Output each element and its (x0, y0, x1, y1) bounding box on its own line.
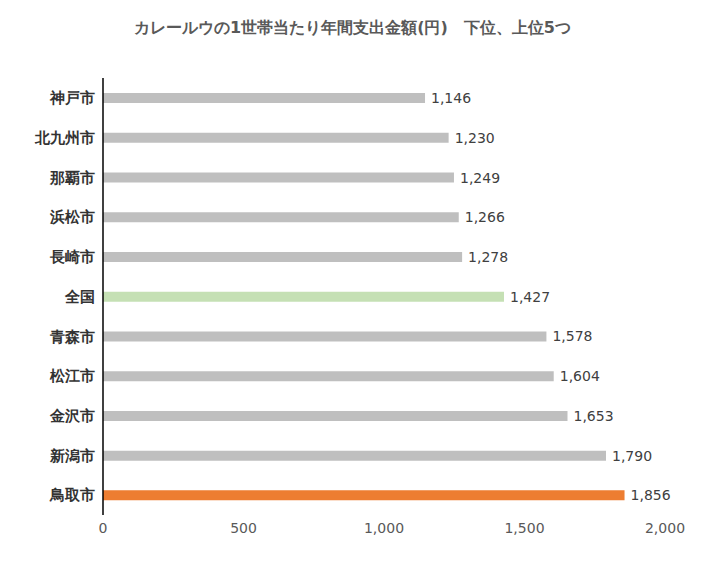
svg-text:1,278: 1,278 (468, 249, 508, 265)
svg-text:500: 500 (230, 520, 257, 536)
svg-text:1,653: 1,653 (573, 408, 613, 424)
svg-text:金沢市: 金沢市 (49, 407, 95, 425)
svg-text:1,427: 1,427 (510, 289, 550, 305)
html-text:カレールウの1世帯当たり年間支出金額(円) 下位、上位5つ: カレールウの1世帯当たり年間支出金額(円) 下位、上位5つ (134, 18, 571, 37)
svg-text:新潟市: 新潟市 (49, 447, 95, 465)
svg-text:長崎市: 長崎市 (49, 248, 95, 266)
svg-text:1,500: 1,500 (504, 520, 544, 536)
svg-text:1,146: 1,146 (431, 90, 471, 106)
svg-text:1,249: 1,249 (460, 170, 500, 186)
svg-text:1,790: 1,790 (612, 448, 652, 464)
svg-text:1,578: 1,578 (552, 328, 592, 344)
svg-text:2,000: 2,000 (645, 520, 685, 536)
svg-text:1,230: 1,230 (455, 130, 495, 146)
svg-text:青森市: 青森市 (49, 328, 95, 346)
svg-text:1,856: 1,856 (631, 487, 671, 503)
svg-text:松江市: 松江市 (49, 367, 95, 385)
svg-text:神戸市: 神戸市 (49, 89, 95, 107)
svg-text:鳥取市: 鳥取市 (49, 486, 95, 504)
svg-text:北九州市: 北九州市 (34, 129, 95, 147)
svg-text:那覇市: 那覇市 (49, 169, 95, 187)
svg-text:浜松市: 浜松市 (49, 208, 95, 226)
svg-text:0: 0 (99, 520, 108, 536)
svg-text:全国: 全国 (64, 288, 95, 306)
svg-text:1,266: 1,266 (465, 209, 505, 225)
svg-text:1,604: 1,604 (560, 368, 600, 384)
svg-text:1,000: 1,000 (364, 520, 404, 536)
